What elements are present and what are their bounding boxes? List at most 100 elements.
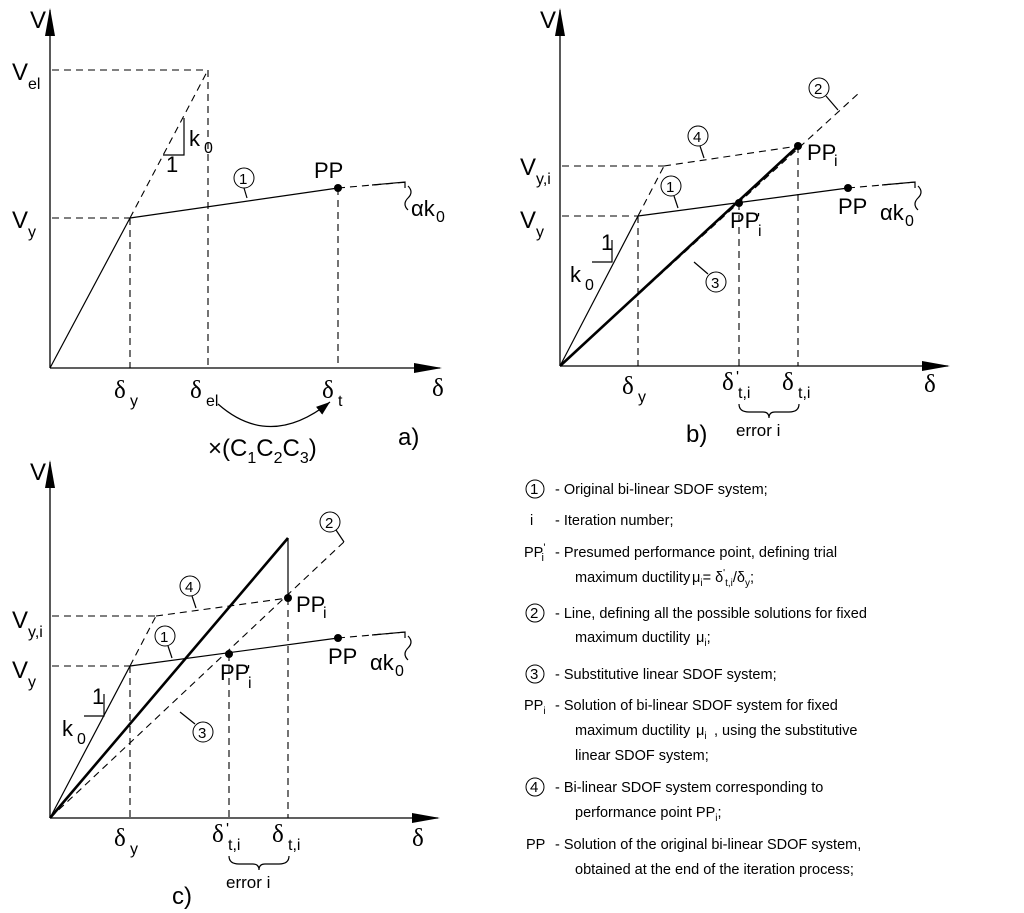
marker-1 [660, 175, 682, 197]
legend-item-5: - Substitutive linear SDOF system; [555, 667, 777, 683]
error-label: error i [736, 421, 780, 440]
svg-text:': ' [736, 369, 739, 386]
pp-point [844, 184, 852, 192]
k0-slope-triangle [163, 118, 185, 156]
svg-text:1: 1 [666, 179, 674, 196]
alpha-k0-label: αk [880, 200, 905, 225]
alpha-k0-label: αk [411, 196, 436, 221]
svg-text:y: y [536, 224, 544, 241]
legend-ppi-prime-key: PP' i [524, 542, 545, 564]
ppi-label: PP [296, 592, 325, 617]
svg-text:i: i [758, 223, 762, 240]
transform-arrow [217, 401, 331, 428]
pp-label: PP [314, 158, 343, 183]
marker-4 [179, 575, 201, 597]
svg-text:t: t [338, 393, 343, 410]
panel-c: V δ 1 k 0 αk 0 V y,i V y PP i PP ' i [12, 459, 440, 910]
delta-axis-label: δ [412, 825, 424, 852]
svg-text:t,i: t,i [738, 385, 750, 402]
svg-text:0: 0 [77, 731, 86, 748]
svg-text:t,i: t,i [288, 837, 300, 854]
delta-ti-label: δ [782, 369, 794, 396]
v-axis-label: V [30, 459, 46, 486]
svg-text:PP: PP [526, 837, 545, 853]
panel-a: V δ 1 k 0 αk 0 V el V y PP 1 δ [12, 7, 445, 467]
svg-text:i: i [834, 153, 838, 170]
delta-el-label: δ [190, 377, 202, 404]
legend-ppi-key: PPi [524, 698, 546, 717]
delta-ti-label: δ [272, 821, 284, 848]
svg-text:y: y [28, 674, 36, 691]
k0-slope-triangle [84, 694, 105, 717]
vy-label: V [520, 207, 536, 234]
svg-text:3: 3 [198, 725, 206, 742]
panel-b-label: b) [686, 421, 707, 448]
break-mark [404, 185, 412, 211]
svg-text:3: 3 [711, 275, 719, 292]
pp-label: PP [838, 194, 867, 219]
pp-point [334, 634, 342, 642]
svg-text:el: el [28, 76, 40, 93]
substitutive-line [49, 537, 289, 819]
legend-marker-1 [525, 479, 545, 499]
svg-text:1: 1 [530, 481, 538, 498]
legend-item-3: - Presumed performance point, defining t… [555, 545, 837, 561]
k0-slope-triangle [592, 240, 613, 263]
k0-label: k [570, 262, 582, 287]
svg-text:0: 0 [436, 209, 445, 226]
ppi-prime-label: PP [220, 660, 249, 685]
svg-text:1: 1 [92, 684, 104, 709]
legend-item-6: - Solution of bi-linear SDOF system for … [555, 698, 838, 714]
vy-label: V [12, 657, 28, 684]
svg-text:2: 2 [325, 515, 333, 532]
svg-text:': ' [226, 821, 229, 838]
vy-label: V [12, 207, 28, 234]
vel-label: V [12, 59, 28, 86]
svg-text:maximum ductility: maximum ductility [575, 630, 691, 646]
alpha-slope-triangle [371, 181, 406, 188]
elastic-branch [49, 217, 131, 369]
solutions-line [49, 539, 347, 819]
legend-item-7: - Bi-linear SDOF system corresponding to [555, 780, 823, 796]
svg-text:0: 0 [395, 663, 404, 680]
marker-4 [687, 125, 709, 147]
svg-text:, using the substitutive: , using the substitutive [714, 723, 857, 739]
delta-y-label: δ [622, 373, 634, 400]
vyi-label: V [12, 607, 28, 634]
ppi-label: PP [807, 140, 836, 165]
panel-c-label: c) [172, 883, 192, 910]
error-brace [228, 855, 290, 871]
slope-one: 1 [166, 152, 178, 177]
legend-item-2: - Iteration number; [555, 513, 673, 529]
ppi-prime-label: PP [730, 208, 759, 233]
delta-y-label: δ [114, 377, 126, 404]
svg-text:obtained at the end of the ite: obtained at the end of the iteration pro… [575, 862, 854, 878]
delta-t-label: δ [322, 377, 334, 404]
svg-text:0: 0 [204, 140, 213, 157]
marker-2 [808, 77, 830, 99]
v-axis-label: V [30, 7, 46, 34]
marker-3 [705, 271, 727, 293]
elastic-extension [129, 69, 209, 219]
svg-text:maximum ductility: maximum ductility [575, 570, 691, 586]
panel-b: V δ 1 k 0 αk 0 V y,i V y [520, 7, 950, 448]
svg-text:4: 4 [693, 129, 701, 146]
alpha-k0-label: αk [370, 650, 395, 675]
svg-text:el: el [206, 393, 218, 410]
legend-marker-2 [525, 603, 545, 623]
svg-text:0: 0 [905, 213, 914, 230]
legend: 1 - Original bi-linear SDOF system; i - … [524, 479, 867, 878]
marker-2 [319, 511, 341, 533]
svg-text:1: 1 [160, 629, 168, 646]
legend-formula-mu: μi= δ't,i/δy; [692, 568, 754, 589]
panel-a-label: a) [398, 424, 419, 451]
vyi-label: V [520, 154, 536, 181]
delta-ti-prime-label: δ [212, 821, 224, 848]
delta-ti-prime-label: δ [722, 369, 734, 396]
svg-text:': ' [247, 663, 250, 680]
svg-text:1: 1 [239, 171, 247, 188]
svg-text:y: y [130, 393, 138, 410]
svg-text:i: i [248, 675, 252, 692]
solutions-line [559, 91, 861, 367]
factor-label: ×(C1C2C3) [208, 435, 317, 467]
